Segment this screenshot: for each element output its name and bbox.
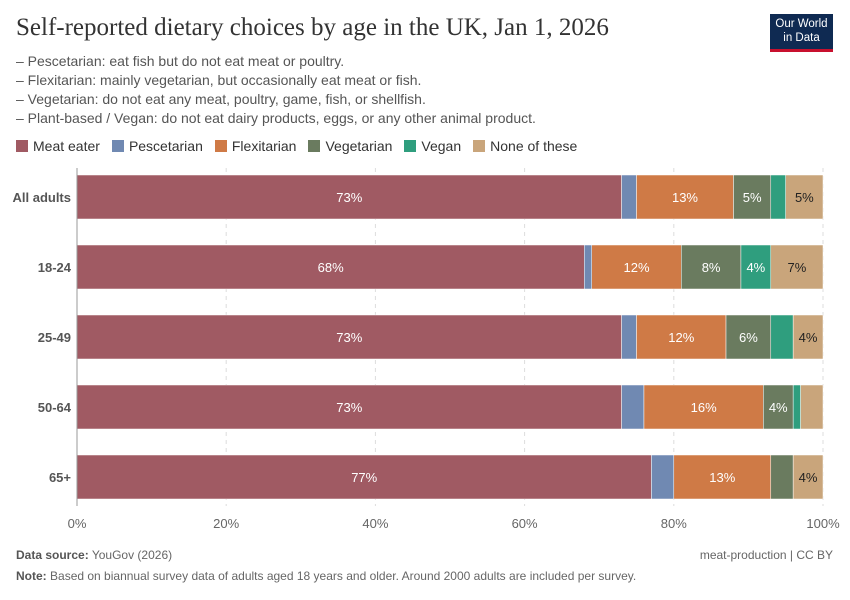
x-tick-label: 60% [512, 516, 538, 531]
data-label: 73% [336, 330, 362, 345]
bar-segment[interactable] [643, 384, 764, 430]
legend-label: Pescetarian [128, 138, 203, 154]
data-label: 73% [336, 400, 362, 415]
legend-swatch [111, 140, 124, 152]
bar-segment[interactable] [733, 174, 772, 220]
x-tick-label: 20% [213, 516, 239, 531]
data-label: 13% [709, 470, 735, 485]
note-line: – Pescetarian: eat fish but do not eat m… [16, 53, 345, 69]
data-label: 12% [668, 330, 694, 345]
data-label: 4% [799, 330, 818, 345]
legend-label: Meat eater [33, 138, 100, 154]
bar-segment[interactable] [621, 174, 637, 220]
legend-label: Flexitarian [231, 138, 297, 154]
bar-segment[interactable] [770, 174, 786, 220]
data-label: 13% [672, 190, 698, 205]
data-label: 4% [769, 400, 788, 415]
bar-segment[interactable] [770, 314, 794, 360]
source-label: Data source: [16, 548, 89, 562]
x-tick-label: 0% [68, 516, 87, 531]
legend-swatch [16, 140, 28, 152]
y-category-label: 25-49 [38, 330, 71, 345]
y-category-label: 50-64 [38, 400, 72, 415]
bar-segment[interactable] [636, 314, 727, 360]
bar-segment[interactable] [770, 244, 824, 290]
x-tick-label: 80% [661, 516, 687, 531]
data-label: 68% [318, 260, 344, 275]
legend-item[interactable]: Meat eater [16, 138, 100, 154]
note-line: – Flexitarian: mainly vegetarian, but oc… [16, 72, 422, 88]
legend-label: Vegetarian [325, 138, 393, 154]
data-label: 6% [739, 330, 758, 345]
note-line: – Vegetarian: do not eat any meat, poult… [16, 91, 426, 107]
note-line: – Plant-based / Vegan: do not eat dairy … [16, 110, 536, 126]
data-label: 73% [336, 190, 362, 205]
chart-title: Self-reported dietary choices by age in … [16, 14, 609, 41]
legend-swatch [308, 140, 321, 152]
bar-segment[interactable] [651, 454, 675, 500]
data-label: 16% [691, 400, 717, 415]
legend: Meat eater Pescetarian Flexitarian Vegetari… [16, 138, 577, 154]
legend-swatch [404, 140, 417, 152]
y-category-label: 18-24 [38, 260, 72, 275]
legend-item[interactable]: Vegetarian [308, 138, 392, 154]
legend-item[interactable]: Pescetarian [111, 138, 203, 154]
bar-segment[interactable] [792, 314, 824, 360]
bar-segment[interactable] [636, 174, 734, 220]
y-category-label: All adults [12, 190, 71, 205]
bar-segment[interactable] [800, 384, 824, 430]
bar-segment[interactable] [681, 244, 742, 290]
source-link[interactable]: YouGov (2026) [91, 548, 173, 562]
x-tick-label: 40% [362, 516, 388, 531]
legend-label: Vegan [421, 138, 462, 154]
bar-segment[interactable] [792, 384, 801, 430]
bar-segment[interactable] [76, 174, 622, 220]
bar-segment[interactable] [621, 314, 637, 360]
data-label: 77% [351, 470, 377, 485]
legend-swatch [214, 140, 227, 152]
license[interactable]: meat-production | CC BY [699, 548, 833, 562]
owid-logo[interactable]: Our World in Data [770, 14, 833, 52]
bar-segment[interactable] [621, 384, 645, 430]
bar-segment[interactable] [584, 244, 592, 290]
data-label: 4% [746, 260, 765, 275]
data-label: 5% [743, 190, 762, 205]
data-label: 8% [702, 260, 721, 275]
data-label: 7% [787, 260, 806, 275]
chart-subtitle: – Pescetarian: eat fish but do not eat m… [16, 52, 536, 128]
legend-swatch [473, 140, 486, 152]
bar-segment[interactable] [770, 454, 794, 500]
note-text: Based on biannual survey data of adults … [50, 569, 637, 583]
bar-segment[interactable] [76, 384, 622, 430]
bar-segment[interactable] [76, 244, 585, 290]
bar-segment[interactable] [76, 314, 622, 360]
legend-item[interactable]: Flexitarian [214, 138, 297, 154]
bar-segment[interactable] [591, 244, 682, 290]
legend-item[interactable]: Vegan [404, 138, 461, 154]
data-label: 4% [799, 470, 818, 485]
legend-label: None of these [490, 138, 578, 154]
note-label: Note: [16, 569, 47, 583]
y-category-label: 65+ [49, 470, 71, 485]
footnote: Note: Based on biannual survey data of a… [16, 569, 636, 583]
legend-item[interactable]: None of these [473, 138, 577, 154]
data-label: 5% [795, 190, 814, 205]
data-label: 12% [623, 260, 649, 275]
bar-segment[interactable] [740, 244, 772, 290]
data-source: Data source: YouGov (2026) [16, 548, 172, 562]
bar-segment[interactable] [792, 454, 824, 500]
bar-segment[interactable] [76, 454, 652, 500]
bar-segment[interactable] [785, 174, 824, 220]
x-tick-label: 100% [806, 516, 840, 531]
